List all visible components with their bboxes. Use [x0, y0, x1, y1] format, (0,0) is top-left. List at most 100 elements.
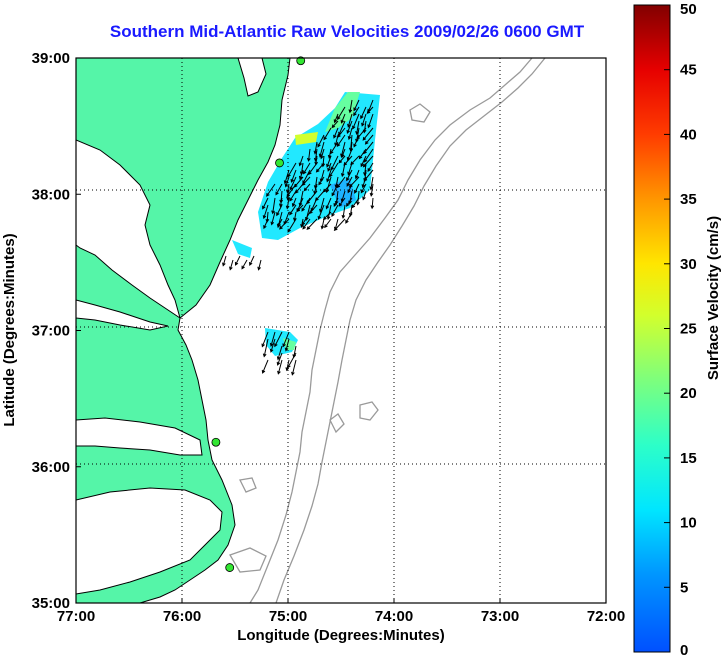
x-tick-label: 77:00	[57, 608, 95, 625]
velocity-arrow	[346, 169, 353, 182]
velocity-arrow	[366, 106, 374, 114]
velocity-arrow	[346, 197, 353, 207]
velocity-arrow	[302, 218, 311, 230]
velocity-arrow	[276, 204, 283, 217]
velocity-arrow	[257, 259, 262, 271]
velocity-arrows	[222, 99, 375, 376]
velocity-arrow	[283, 169, 290, 185]
y-tick-labels: 39:00 38:00 37:00 36:00 35:00	[32, 50, 81, 612]
velocity-arrow	[291, 359, 297, 376]
station-marker	[275, 158, 284, 168]
velocity-arrow	[346, 176, 353, 187]
velocity-arrow	[326, 169, 332, 183]
velocity-arrow	[331, 120, 339, 129]
velocity-arrow	[279, 218, 290, 230]
velocity-arrow	[367, 113, 374, 129]
velocity-arrow	[331, 204, 339, 217]
velocity-arrow	[364, 134, 374, 145]
y-tick-label: 39:00	[32, 50, 70, 67]
velocity-arrow	[276, 345, 283, 361]
velocity-arrow	[289, 176, 297, 191]
colorbar-tick-label: 5	[680, 579, 688, 596]
velocity-arrow	[249, 255, 255, 266]
x-tick-label: 74:00	[375, 608, 413, 625]
colorbar-tick-label: 35	[680, 191, 697, 208]
velocity-arrow	[277, 218, 283, 228]
velocity-arrow	[361, 176, 367, 189]
velocity-arrow	[320, 218, 325, 230]
velocity-arrow	[348, 99, 353, 114]
y-tick-label: 38:00	[32, 186, 70, 203]
colorbar-tick-label: 45	[680, 62, 697, 79]
velocity-arrow	[262, 204, 269, 220]
velocity-arrow	[222, 255, 227, 267]
y-tick-label: 36:00	[32, 459, 70, 476]
y-tick-label: 37:00	[32, 323, 70, 340]
x-tick-label: 73:00	[481, 608, 519, 625]
velocity-arrow	[352, 113, 360, 130]
velocity-arrow	[271, 197, 276, 215]
velocity-arrow	[362, 190, 367, 201]
velocity-arrow	[262, 197, 269, 210]
velocity-arrow	[333, 113, 339, 124]
velocity-arrow	[324, 218, 332, 229]
velocity-arrow	[266, 183, 276, 197]
velocity-patch-yellow	[295, 132, 318, 145]
velocity-arrow	[318, 141, 325, 158]
velocity-arrow	[291, 197, 297, 208]
velocity-arrow	[326, 204, 332, 221]
velocity-arrow	[276, 352, 283, 366]
velocity-arrow	[317, 204, 325, 220]
pamlico-sound	[76, 487, 223, 595]
velocity-arrow	[360, 106, 367, 120]
velocity-arrow	[337, 106, 346, 121]
velocity-patch-coastal	[232, 240, 252, 258]
velocity-arrow	[360, 155, 367, 168]
colorbar-ticks: 0 5 10 15 20 25 30 35 40 45 50	[664, 1, 697, 659]
bathymetry-contours	[229, 58, 546, 603]
bay-tributary	[76, 299, 169, 331]
velocity-arrow	[370, 197, 375, 210]
velocity-arrow	[360, 183, 367, 194]
chart-title: Southern Mid-Atlantic Raw Velocities 200…	[109, 22, 585, 41]
velocity-arrow	[333, 218, 346, 232]
velocity-arrow	[353, 134, 360, 148]
velocity-arrow	[275, 183, 283, 196]
colorbar-tick-label: 30	[680, 256, 697, 273]
velocity-arrow	[274, 331, 283, 348]
velocity-arrow	[347, 113, 353, 128]
velocity-arrow	[338, 197, 346, 207]
velocity-arrow	[290, 169, 297, 183]
y-axis-label: Latitude (Degrees:Minutes)	[1, 233, 18, 426]
velocity-arrow	[356, 190, 360, 206]
delaware-bay	[237, 58, 267, 97]
velocity-arrow	[306, 148, 311, 162]
x-tick-label: 72:00	[587, 608, 625, 625]
velocity-arrow	[269, 338, 276, 353]
velocity-arrow	[341, 204, 346, 219]
x-tick-labels: 77:00 76:00 75:00 74:00 73:00 72:00	[57, 598, 625, 625]
colorbar-tick-label: 10	[680, 515, 697, 532]
velocity-arrow	[362, 127, 374, 141]
velocity-arrow	[351, 197, 360, 209]
velocity-arrow	[338, 155, 346, 164]
velocity-arrow	[361, 113, 367, 127]
velocity-arrow	[306, 218, 318, 230]
albemarle-sound	[76, 417, 203, 456]
velocity-arrow	[229, 259, 234, 271]
velocity-arrow	[298, 169, 304, 180]
station-marker	[296, 56, 306, 66]
velocity-arrow	[261, 359, 269, 374]
velocity-arrow	[296, 204, 304, 213]
velocity-arrow	[315, 162, 325, 173]
velocity-arrow	[318, 176, 325, 186]
colorbar-tick-label: 50	[680, 1, 697, 18]
station-marker	[211, 437, 221, 447]
velocity-arrow	[234, 255, 241, 266]
velocity-arrow	[277, 359, 283, 375]
y-tick-label: 35:00	[32, 595, 70, 612]
velocity-arrow	[354, 169, 360, 180]
velocity-arrow	[345, 211, 353, 224]
velocity-arrow	[331, 183, 339, 197]
